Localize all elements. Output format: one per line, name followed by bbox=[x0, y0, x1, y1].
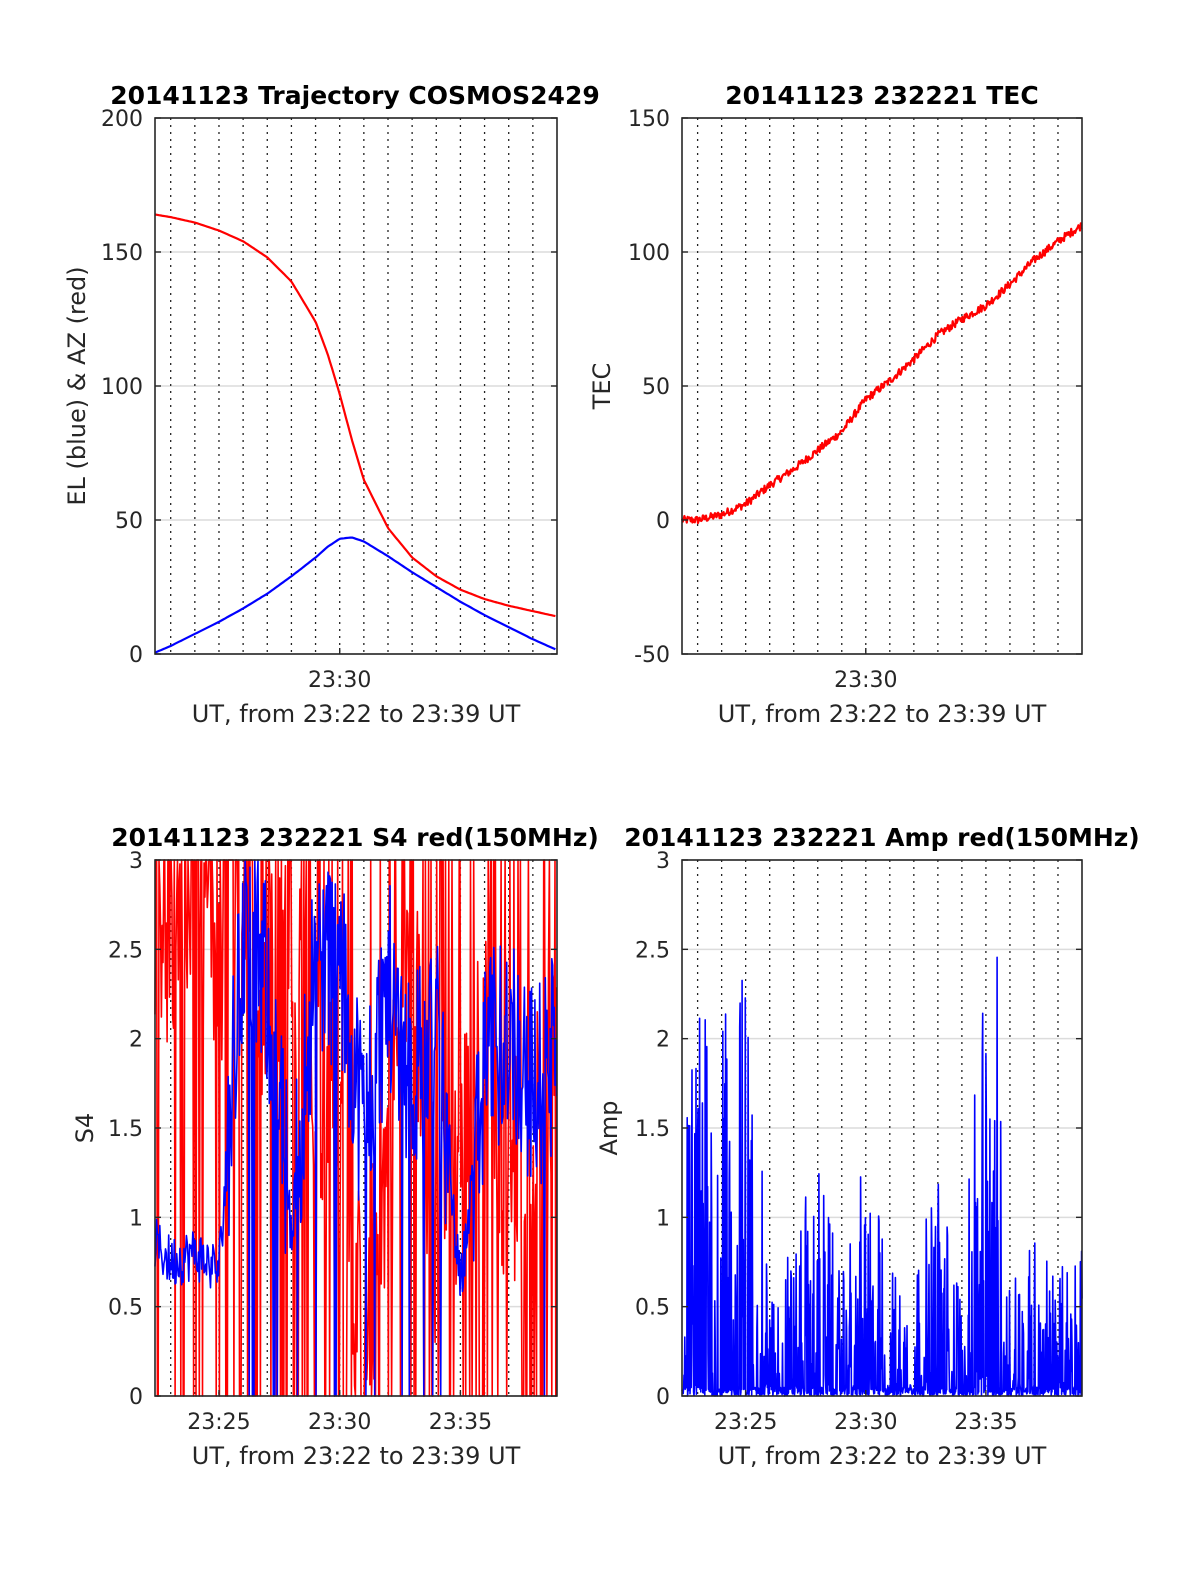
series-line-0 bbox=[681, 956, 1083, 1397]
x-tick-label: 23:25 bbox=[187, 1410, 250, 1435]
y-tick-label: 1 bbox=[129, 1206, 143, 1231]
y-tick-label: 200 bbox=[101, 107, 143, 132]
y-tick-label: 3 bbox=[129, 849, 143, 874]
y-tick-label: 2.5 bbox=[635, 938, 670, 963]
y-axis-label: TEC bbox=[588, 363, 616, 411]
series-line-1 bbox=[154, 859, 558, 1397]
x-tick-label: 23:30 bbox=[308, 1410, 371, 1435]
y-tick-label: 3 bbox=[656, 849, 670, 874]
y-tick-label: 1 bbox=[656, 1206, 670, 1231]
x-tick-label: 23:30 bbox=[834, 1410, 897, 1435]
y-tick-label: 100 bbox=[628, 241, 670, 266]
tec-panel: -50 0 50 100 150 23:30 20141123 232221 TEC UT, … bbox=[588, 81, 1083, 728]
y-tick-label: 0 bbox=[656, 1385, 670, 1410]
trajectory-panel: 0 50 100 150 200 23:30 20141123 Trajectory COS… bbox=[63, 81, 600, 728]
s4-panel: 0 0.5 1 1.5 2 2.5 3 23:25 23:30 23:35 20141123 232… bbox=[71, 823, 599, 1470]
y-tick-label: 50 bbox=[642, 375, 670, 400]
y-tick-label: 0 bbox=[129, 643, 143, 668]
y-tick-label: 150 bbox=[628, 107, 670, 132]
chart-title: 20141123 232221 S4 red(150MHz) bbox=[111, 823, 599, 852]
y-tick-label: 2.5 bbox=[108, 938, 143, 963]
y-axis-label: EL (blue) & AZ (red) bbox=[63, 266, 91, 505]
chart-title: 20141123 Trajectory COSMOS2429 bbox=[110, 81, 600, 110]
series-line-1 bbox=[154, 213, 556, 618]
y-tick-label: 0.5 bbox=[635, 1296, 670, 1321]
y-tick-label: 0 bbox=[129, 1385, 143, 1410]
y-tick-label: 100 bbox=[101, 375, 143, 400]
y-tick-label: 2 bbox=[656, 1028, 670, 1053]
y-tick-label: 1.5 bbox=[635, 1117, 670, 1142]
y-tick-label: 2 bbox=[129, 1028, 143, 1053]
series-line-0 bbox=[154, 536, 556, 654]
y-tick-label: 1.5 bbox=[108, 1117, 143, 1142]
x-tick-label: 23:30 bbox=[834, 668, 897, 693]
x-tick-label: 23:30 bbox=[308, 668, 371, 693]
y-tick-label: 150 bbox=[101, 241, 143, 266]
series-line-0 bbox=[680, 222, 1083, 525]
amp-panel: 0 0.5 1 1.5 2 2.5 3 23:25 23:30 23:35 20141123 232… bbox=[595, 823, 1140, 1470]
x-axis-label: UT, from 23:22 to 23:39 UT bbox=[718, 700, 1047, 728]
x-tick-label: 23:35 bbox=[954, 1410, 1017, 1435]
x-axis-label: UT, from 23:22 to 23:39 UT bbox=[192, 700, 521, 728]
x-axis-label: UT, from 23:22 to 23:39 UT bbox=[718, 1442, 1047, 1470]
y-tick-label: 0.5 bbox=[108, 1296, 143, 1321]
y-axis-label: Amp bbox=[595, 1100, 623, 1155]
chart-title: 20141123 232221 Amp red(150MHz) bbox=[624, 823, 1140, 852]
y-axis-label: S4 bbox=[71, 1113, 99, 1144]
x-axis-label: UT, from 23:22 to 23:39 UT bbox=[192, 1442, 521, 1470]
y-tick-label: 50 bbox=[115, 509, 143, 534]
x-tick-label: 23:25 bbox=[714, 1410, 777, 1435]
y-tick-label: 0 bbox=[656, 509, 670, 534]
x-tick-label: 23:35 bbox=[429, 1410, 492, 1435]
y-tick-label: -50 bbox=[634, 643, 670, 668]
chart-title: 20141123 232221 TEC bbox=[725, 81, 1038, 110]
